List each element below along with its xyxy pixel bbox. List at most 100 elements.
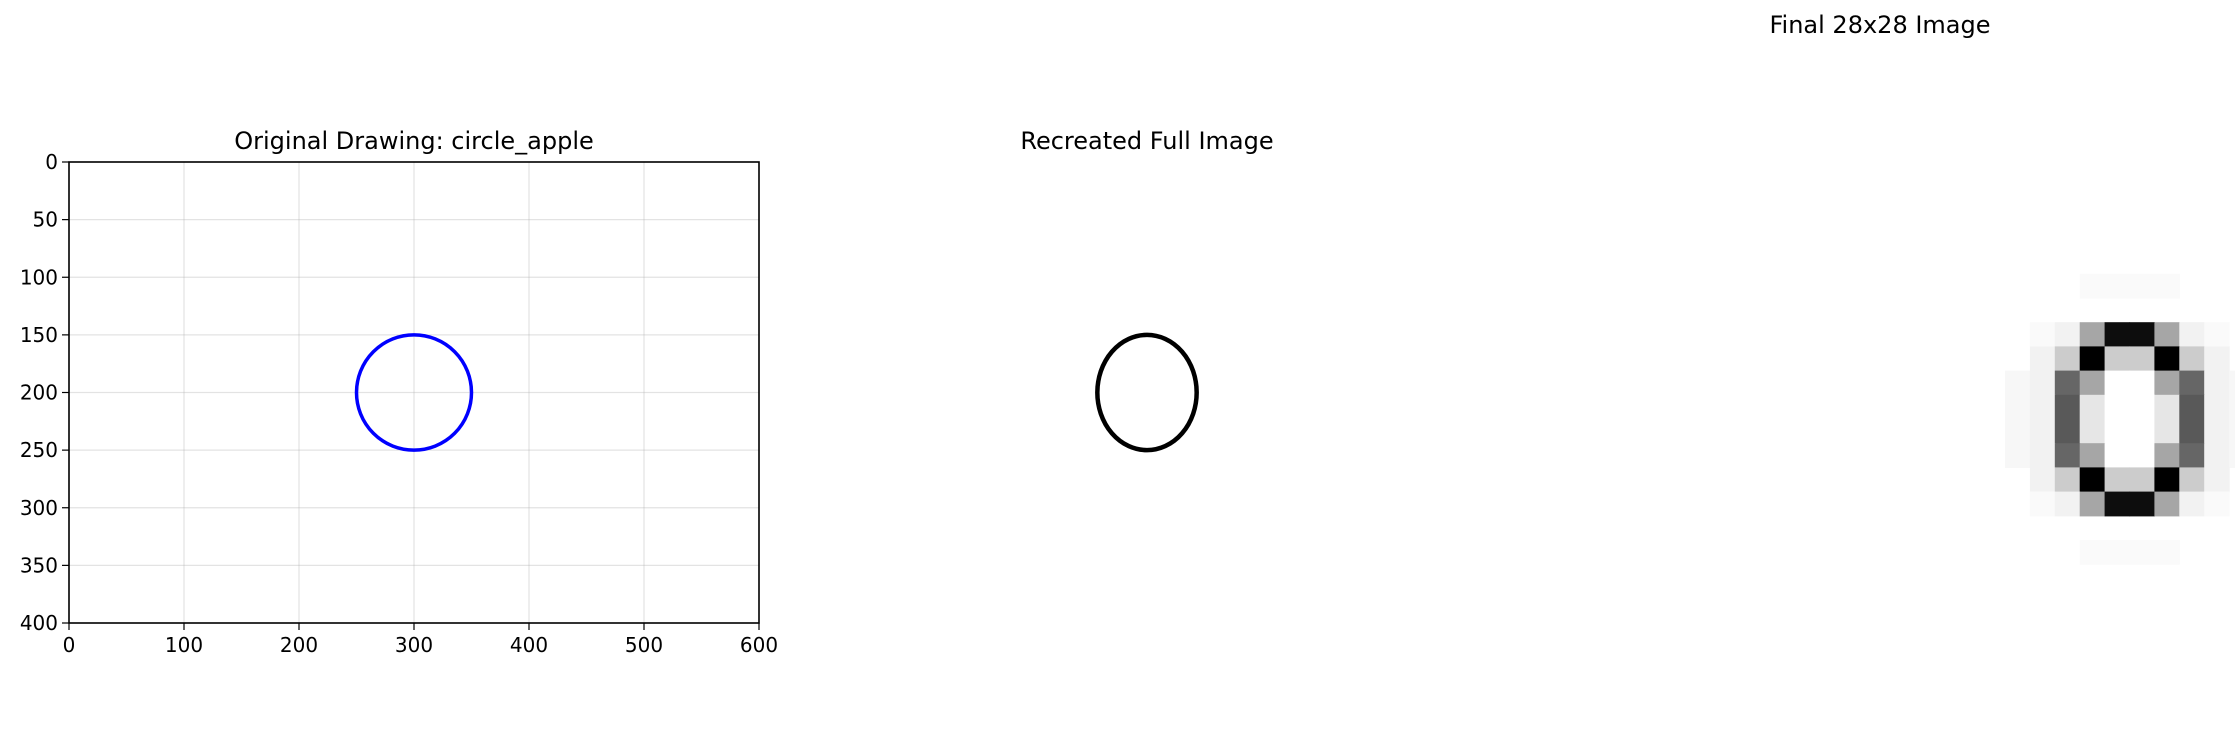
y-tick-label: 50: [33, 208, 58, 232]
pixel-cell: [2029, 467, 2056, 493]
pixel-cell: [2079, 491, 2106, 517]
pixel-cell: [2204, 322, 2230, 347]
x-tick-label: 600: [740, 633, 778, 657]
pixel-cell: [2005, 443, 2031, 468]
pixel-cell: [2154, 540, 2180, 565]
pixel-cell: [2204, 467, 2230, 493]
pixel-cell: [2129, 443, 2155, 468]
pixel-cell: [2229, 443, 2235, 468]
original-drawing-y-ticks: 0 50 100 150 200 250 300 350 400: [20, 150, 69, 635]
pixel-cell: [2129, 540, 2155, 565]
pixel-cell: [2129, 322, 2155, 347]
y-tick-label: 350: [20, 553, 58, 577]
pixel-cell: [2179, 322, 2205, 347]
pixel-cell: [2104, 394, 2131, 420]
circle-stroke: [354, 333, 474, 452]
original-drawing-panel: Original Drawing: circle_apple 0 100 200 30…: [20, 127, 778, 657]
x-tick-label: 100: [165, 633, 203, 657]
y-tick-label: 400: [20, 611, 58, 635]
pixel-cell: [2204, 394, 2230, 420]
x-tick-label: 300: [395, 633, 433, 657]
pixel-cell: [2054, 491, 2081, 517]
pixel-cell: [2229, 394, 2235, 420]
pixel-cell: [2054, 443, 2081, 468]
pixel-cell: [2179, 491, 2205, 517]
pixel-cell: [2104, 346, 2131, 372]
y-tick-label: 200: [20, 381, 58, 405]
pixel-cell: [2079, 273, 2106, 299]
pixel-cell: [2029, 443, 2056, 468]
pixel-cell: [2029, 419, 2056, 444]
y-tick-label: 150: [20, 323, 58, 347]
recreated-circle-stroke: [1095, 332, 1199, 453]
pixel-cell: [2079, 370, 2106, 396]
pixel-cell: [2154, 322, 2180, 347]
pixel-cell: [2079, 394, 2106, 420]
pixel-cell: [2129, 370, 2155, 396]
y-tick-label: 300: [20, 496, 58, 520]
pixel-cell: [2129, 467, 2155, 493]
x-tick-label: 200: [280, 633, 318, 657]
pixel-cell: [2054, 394, 2081, 420]
pixel-cell: [2204, 443, 2230, 468]
pixel-cell: [2229, 419, 2235, 444]
pixel-cell: [2179, 346, 2205, 372]
pixel-cell: [2054, 370, 2081, 396]
pixel-cell: [2129, 394, 2155, 420]
pixel-cell: [2154, 419, 2180, 444]
x-tick-label: 400: [510, 633, 548, 657]
pixel-cell: [2154, 467, 2180, 493]
pixel-cell: [2179, 443, 2205, 468]
pixel-cell: [2005, 370, 2031, 396]
original-drawing-marks: [354, 333, 474, 452]
pixel-cell: [2104, 419, 2131, 444]
y-tick-label: 250: [20, 438, 58, 462]
pixel-cell: [2154, 394, 2180, 420]
pixel-cell: [2204, 346, 2230, 372]
pixel-cell: [2204, 419, 2230, 444]
pixel-cell: [2079, 346, 2106, 372]
pixel-cell: [2079, 322, 2106, 347]
pixel-cell: [2029, 370, 2056, 396]
pixel-cell: [2104, 322, 2131, 347]
pixel-cell: [2079, 443, 2106, 468]
x-tick-label: 500: [625, 633, 663, 657]
pixel-cell: [2104, 540, 2131, 565]
pixel-cell: [2054, 419, 2081, 444]
pixel-cell: [2079, 540, 2106, 565]
pixel-cell: [2079, 419, 2106, 444]
pixel-cell: [2104, 467, 2131, 493]
pixel-cell: [2179, 394, 2205, 420]
pixel-cell: [2029, 491, 2056, 517]
pixel-cell: [2204, 491, 2230, 517]
pixel-cell: [2104, 370, 2131, 396]
pixel-cell: [2079, 467, 2106, 493]
final-28x28-pixels: [2005, 273, 2235, 565]
pixel-cell: [2104, 491, 2131, 517]
x-tick-label: 0: [63, 633, 76, 657]
pixel-cell: [2179, 370, 2205, 396]
pixel-cell: [2179, 467, 2205, 493]
pixel-cell: [2129, 273, 2155, 299]
pixel-cell: [2129, 491, 2155, 517]
pixel-cell: [2029, 394, 2056, 420]
pixel-cell: [2179, 419, 2205, 444]
original-drawing-title: Original Drawing: circle_apple: [234, 127, 594, 155]
y-tick-label: 0: [45, 150, 58, 174]
recreated-image-title: Recreated Full Image: [1020, 127, 1273, 155]
pixel-cell: [2129, 346, 2155, 372]
pixel-cell: [2154, 346, 2180, 372]
recreated-image-panel: Recreated Full Image: [1020, 127, 1274, 453]
original-drawing-grid: [68, 161, 760, 624]
pixel-cell: [2154, 443, 2180, 468]
pixel-cell: [2054, 322, 2081, 347]
pixel-cell: [2204, 370, 2230, 396]
pixel-cell: [2104, 443, 2131, 468]
pixel-cell: [2005, 394, 2031, 420]
pixel-cell: [2229, 370, 2235, 396]
recreated-image-marks: [1095, 332, 1199, 453]
final-28x28-panel: Final 28x28 Image: [1769, 11, 2235, 565]
pixel-cell: [2005, 419, 2031, 444]
pixel-cell: [2104, 273, 2131, 299]
